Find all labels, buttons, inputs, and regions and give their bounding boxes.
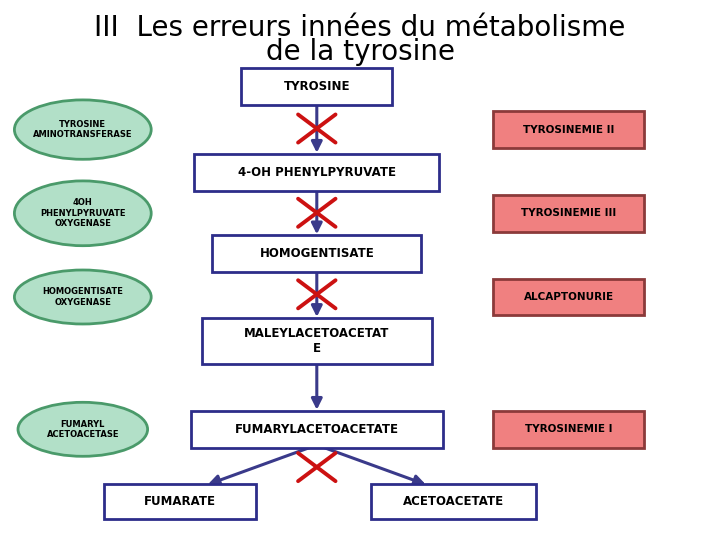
Text: ALCAPTONURIE: ALCAPTONURIE	[523, 292, 614, 302]
Text: HOMOGENTISATE
OXYGENASE: HOMOGENTISATE OXYGENASE	[42, 287, 123, 307]
Text: TYROSINE
AMINOTRANSFERASE: TYROSINE AMINOTRANSFERASE	[33, 120, 132, 139]
FancyBboxPatch shape	[493, 195, 644, 232]
FancyBboxPatch shape	[493, 279, 644, 315]
Ellipse shape	[14, 270, 151, 324]
Text: FUMARYL
ACETOACETASE: FUMARYL ACETOACETASE	[47, 420, 119, 439]
Text: 4OH
PHENYLPYRUVATE
OXYGENASE: 4OH PHENYLPYRUVATE OXYGENASE	[40, 198, 125, 228]
FancyBboxPatch shape	[241, 68, 392, 105]
FancyBboxPatch shape	[371, 484, 536, 518]
Text: TYROSINEMIE II: TYROSINEMIE II	[523, 125, 614, 134]
FancyBboxPatch shape	[212, 235, 421, 272]
Ellipse shape	[14, 100, 151, 159]
Text: MALEYLACETOACETAT
E: MALEYLACETOACETAT E	[244, 327, 390, 355]
Text: TYROSINE: TYROSINE	[284, 80, 350, 93]
Text: FUMARYLACETOACETATE: FUMARYLACETOACETATE	[235, 423, 399, 436]
Text: de la tyrosine: de la tyrosine	[266, 38, 454, 66]
Text: ACETOACETATE: ACETOACETATE	[403, 495, 504, 508]
Text: TYROSINEMIE III: TYROSINEMIE III	[521, 208, 616, 218]
Text: FUMARATE: FUMARATE	[144, 495, 216, 508]
Text: III  Les erreurs innées du métabolisme: III Les erreurs innées du métabolisme	[94, 14, 626, 42]
FancyBboxPatch shape	[493, 111, 644, 148]
Text: 4-OH PHENYLPYRUVATE: 4-OH PHENYLPYRUVATE	[238, 166, 396, 179]
FancyBboxPatch shape	[493, 411, 644, 448]
Ellipse shape	[18, 402, 148, 456]
FancyBboxPatch shape	[202, 319, 432, 364]
Text: TYROSINEMIE I: TYROSINEMIE I	[525, 424, 613, 434]
FancyBboxPatch shape	[191, 411, 443, 448]
Text: HOMOGENTISATE: HOMOGENTISATE	[259, 247, 374, 260]
Ellipse shape	[14, 181, 151, 246]
FancyBboxPatch shape	[194, 154, 439, 191]
FancyBboxPatch shape	[104, 484, 256, 518]
